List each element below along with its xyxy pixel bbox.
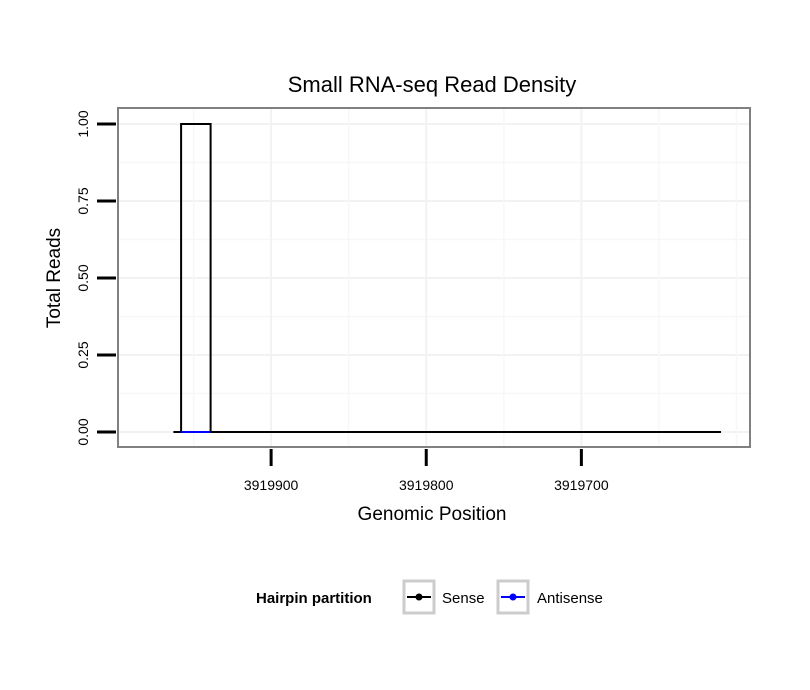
y-axis-title: Total Reads [44,228,65,328]
y-tick-label: 1.00 [75,110,91,137]
y-tick-label: 0.00 [75,418,91,445]
legend-item-sense: Sense [402,579,485,615]
legend-label-antisense: Antisense [537,590,603,607]
legend-title: Hairpin partition [256,590,372,607]
y-tick-label: 0.75 [75,187,91,214]
series-layer [173,123,721,433]
legend-dot-antisense [509,593,517,601]
x-axis-title: Genomic Position [358,504,507,525]
y-tick-label: 0.50 [75,264,91,291]
chart-title: Small RNA-seq Read Density [288,72,577,97]
x-tick-label: 3919900 [244,477,299,493]
y-tick-label: 0.25 [75,341,91,368]
x-tick-label: 3919800 [399,477,454,493]
legend-item-antisense: Antisense [496,579,603,615]
plot-panel [117,107,751,448]
y-axis: 0.00 0.25 0.50 0.75 1.00 [75,110,116,446]
x-tick-label: 3919700 [554,477,609,493]
grid [118,108,750,447]
x-axis: 3919900 3919800 3919700 [244,449,609,493]
legend: Hairpin partition Sense Antisense [256,579,603,615]
legend-label-sense: Sense [442,590,485,607]
legend-dot-sense [415,593,423,601]
